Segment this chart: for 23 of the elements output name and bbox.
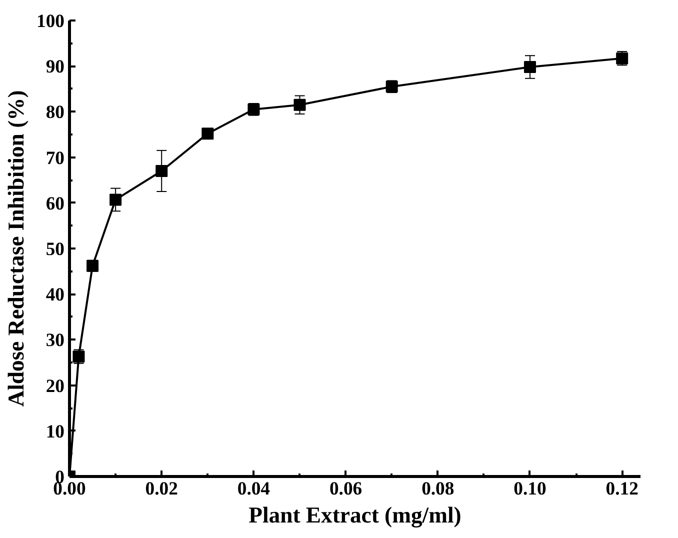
y-tick-label: 40	[46, 284, 64, 306]
y-tick-label: 70	[46, 148, 64, 169]
point	[524, 61, 536, 74]
y-tick-label: 10	[46, 421, 64, 442]
y-tick-label: 60	[46, 193, 64, 214]
x-tick-label: 0.12	[606, 478, 638, 500]
y-tick-label: 100	[36, 11, 64, 32]
point	[110, 194, 122, 206]
point	[156, 164, 168, 177]
y-axis-title: Aldose Reductase Inhibition (%)	[4, 90, 29, 407]
y-tick-label: 80	[46, 102, 64, 124]
y-tick-label: 30	[46, 330, 64, 352]
y-tick-label: 50	[46, 239, 64, 260]
x-tick-label: 0.04	[237, 478, 270, 500]
y-tick-label: 90	[46, 56, 64, 78]
x-tick-label: 0.08	[422, 478, 454, 500]
x-tick-label: 0.10	[514, 478, 546, 500]
point	[294, 98, 306, 111]
x-tick-label: 0.06	[329, 478, 362, 500]
y-tick-label: 20	[46, 376, 64, 397]
x-tick-label: 0.02	[145, 478, 178, 500]
point	[202, 128, 214, 140]
x-axis-title: Plant Extract (mg/ml)	[248, 502, 462, 528]
